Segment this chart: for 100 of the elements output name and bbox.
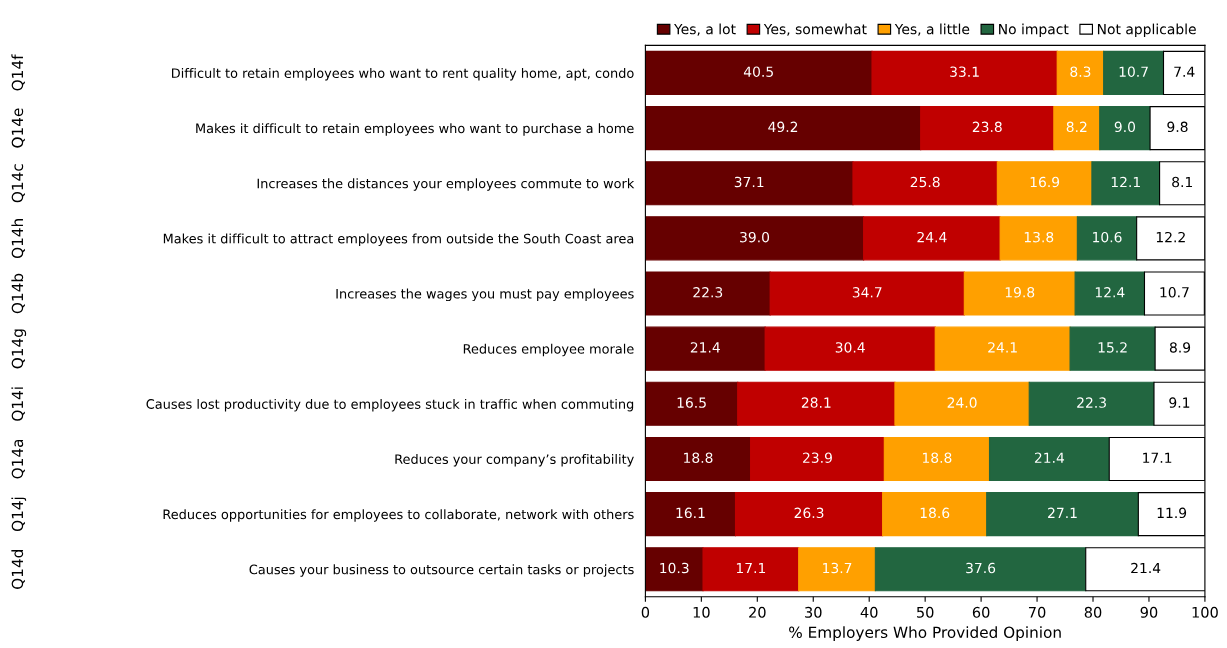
text: 12.2 [1156, 231, 1185, 243]
text: 9.0 [1114, 121, 1136, 133]
bar [1103, 50, 1165, 95]
text: 34.7 [852, 287, 882, 298]
text: 15.2 [1098, 342, 1127, 353]
bar [645, 492, 737, 537]
text: 13.7 [823, 562, 852, 574]
text: 22.3 [693, 287, 723, 298]
bar [1069, 326, 1156, 371]
bar [645, 381, 739, 426]
bar [645, 436, 752, 482]
text: 37.6 [966, 562, 996, 574]
text: 24.4 [917, 231, 947, 243]
bar [1099, 106, 1151, 151]
x-tick-label: 60 [972, 606, 990, 618]
text: 40.5 [743, 66, 773, 77]
x-tick-label: 10 [693, 606, 710, 618]
text: 10.6 [1093, 231, 1122, 243]
text: Q14j [11, 497, 27, 532]
x-tick-label: 30 [805, 606, 822, 618]
text: Q14h [11, 219, 25, 259]
text: 16.9 [1030, 176, 1060, 188]
bar [988, 436, 1110, 482]
bar [920, 106, 1055, 151]
text: Q14g [11, 329, 27, 369]
y-tick-label: Difficult to retain employees who want to rent quality home, apt, condo [172, 68, 634, 81]
x-tick-label: 20 [749, 606, 766, 618]
y-tick-label: Makes it difficult to attract employees from outside the South Coast area [163, 233, 634, 246]
text: 21.4 [690, 342, 720, 353]
text: 12.4 [1095, 287, 1125, 298]
text: 16.5 [677, 397, 706, 408]
text: 10.7 [1160, 287, 1189, 298]
bar [894, 381, 1030, 426]
y-tick-label: Causes lost productivity due to employees stuck in traffic when commuting [146, 398, 634, 412]
bar [1074, 271, 1146, 316]
text: Q14i [11, 387, 25, 421]
legend-label: Yes, somewhat [763, 23, 867, 36]
text: Q14a [11, 439, 25, 479]
text: 19.8 [1005, 287, 1035, 298]
legend-label: Not applicable [1097, 23, 1196, 38]
text: 49.2 [768, 121, 798, 133]
x-tick-label: 50 [917, 606, 934, 618]
legend-label: Yes, a little [894, 23, 970, 36]
text: 17.1 [736, 562, 766, 574]
bar [934, 326, 1071, 371]
y-tick-label: Reduces employee morale [463, 343, 634, 357]
text: 30.4 [835, 342, 865, 353]
bar [986, 492, 1139, 537]
text: 18.8 [684, 452, 713, 463]
bar [852, 161, 998, 206]
bar [645, 106, 922, 151]
text: 7.4 [1174, 66, 1195, 77]
bar [645, 216, 865, 261]
x-tick-label: 40 [860, 606, 878, 618]
text: 23.8 [972, 121, 1002, 133]
bar [1053, 106, 1101, 151]
bar [1056, 50, 1105, 95]
text: 23.9 [803, 452, 832, 463]
y-tick-label: Increases the distances your employees commute to work [257, 178, 635, 191]
text: Q14c [11, 164, 25, 203]
x-tick-label: 100 [1192, 606, 1218, 618]
text: 8.2 [1066, 121, 1087, 133]
legend-label: Yes, a lot [674, 23, 736, 36]
bar [737, 381, 896, 426]
bar [798, 547, 876, 592]
text: Q14b [11, 273, 25, 314]
bar [1028, 381, 1155, 426]
text: 39.0 [740, 231, 770, 243]
text: 26.3 [794, 507, 824, 519]
text: 25.8 [910, 176, 940, 188]
text: 21.4 [1034, 452, 1065, 463]
bar [769, 271, 965, 316]
text: 11.9 [1157, 507, 1187, 519]
text: 24.1 [988, 342, 1017, 353]
text: 27.1 [1048, 507, 1077, 518]
bar [874, 547, 1087, 592]
bar [645, 547, 704, 592]
text: 10.3 [660, 562, 689, 574]
bar [863, 216, 1001, 261]
text: 22.3 [1077, 397, 1106, 408]
y-tick-label: Reduces opportunities for employees to collaborate, network with others [163, 509, 634, 522]
bar [963, 271, 1076, 316]
x-tick-label: 90 [1140, 606, 1158, 618]
legend-label: No impact [999, 23, 1069, 38]
y-tick-label: Causes your business to outsource certain tasks or projects [249, 564, 634, 577]
text: 37.1 [734, 176, 764, 188]
text: 8.3 [1070, 66, 1091, 77]
text: 24.0 [947, 397, 977, 408]
bar [702, 547, 800, 592]
text: 21.4 [1131, 562, 1161, 574]
text: 9.8 [1167, 121, 1188, 133]
text: 9.1 [1169, 397, 1190, 408]
text: 8.9 [1169, 342, 1191, 353]
y-tick-label: Makes it difficult to retain employees who want to purchase a home [196, 123, 634, 136]
y-tick-label: Reduces your company’s profitability [395, 454, 634, 467]
text: 8.1 [1172, 176, 1193, 188]
text: 12.1 [1111, 176, 1140, 188]
bar [883, 436, 991, 482]
bar [882, 492, 988, 537]
text: 10.7 [1119, 66, 1148, 77]
